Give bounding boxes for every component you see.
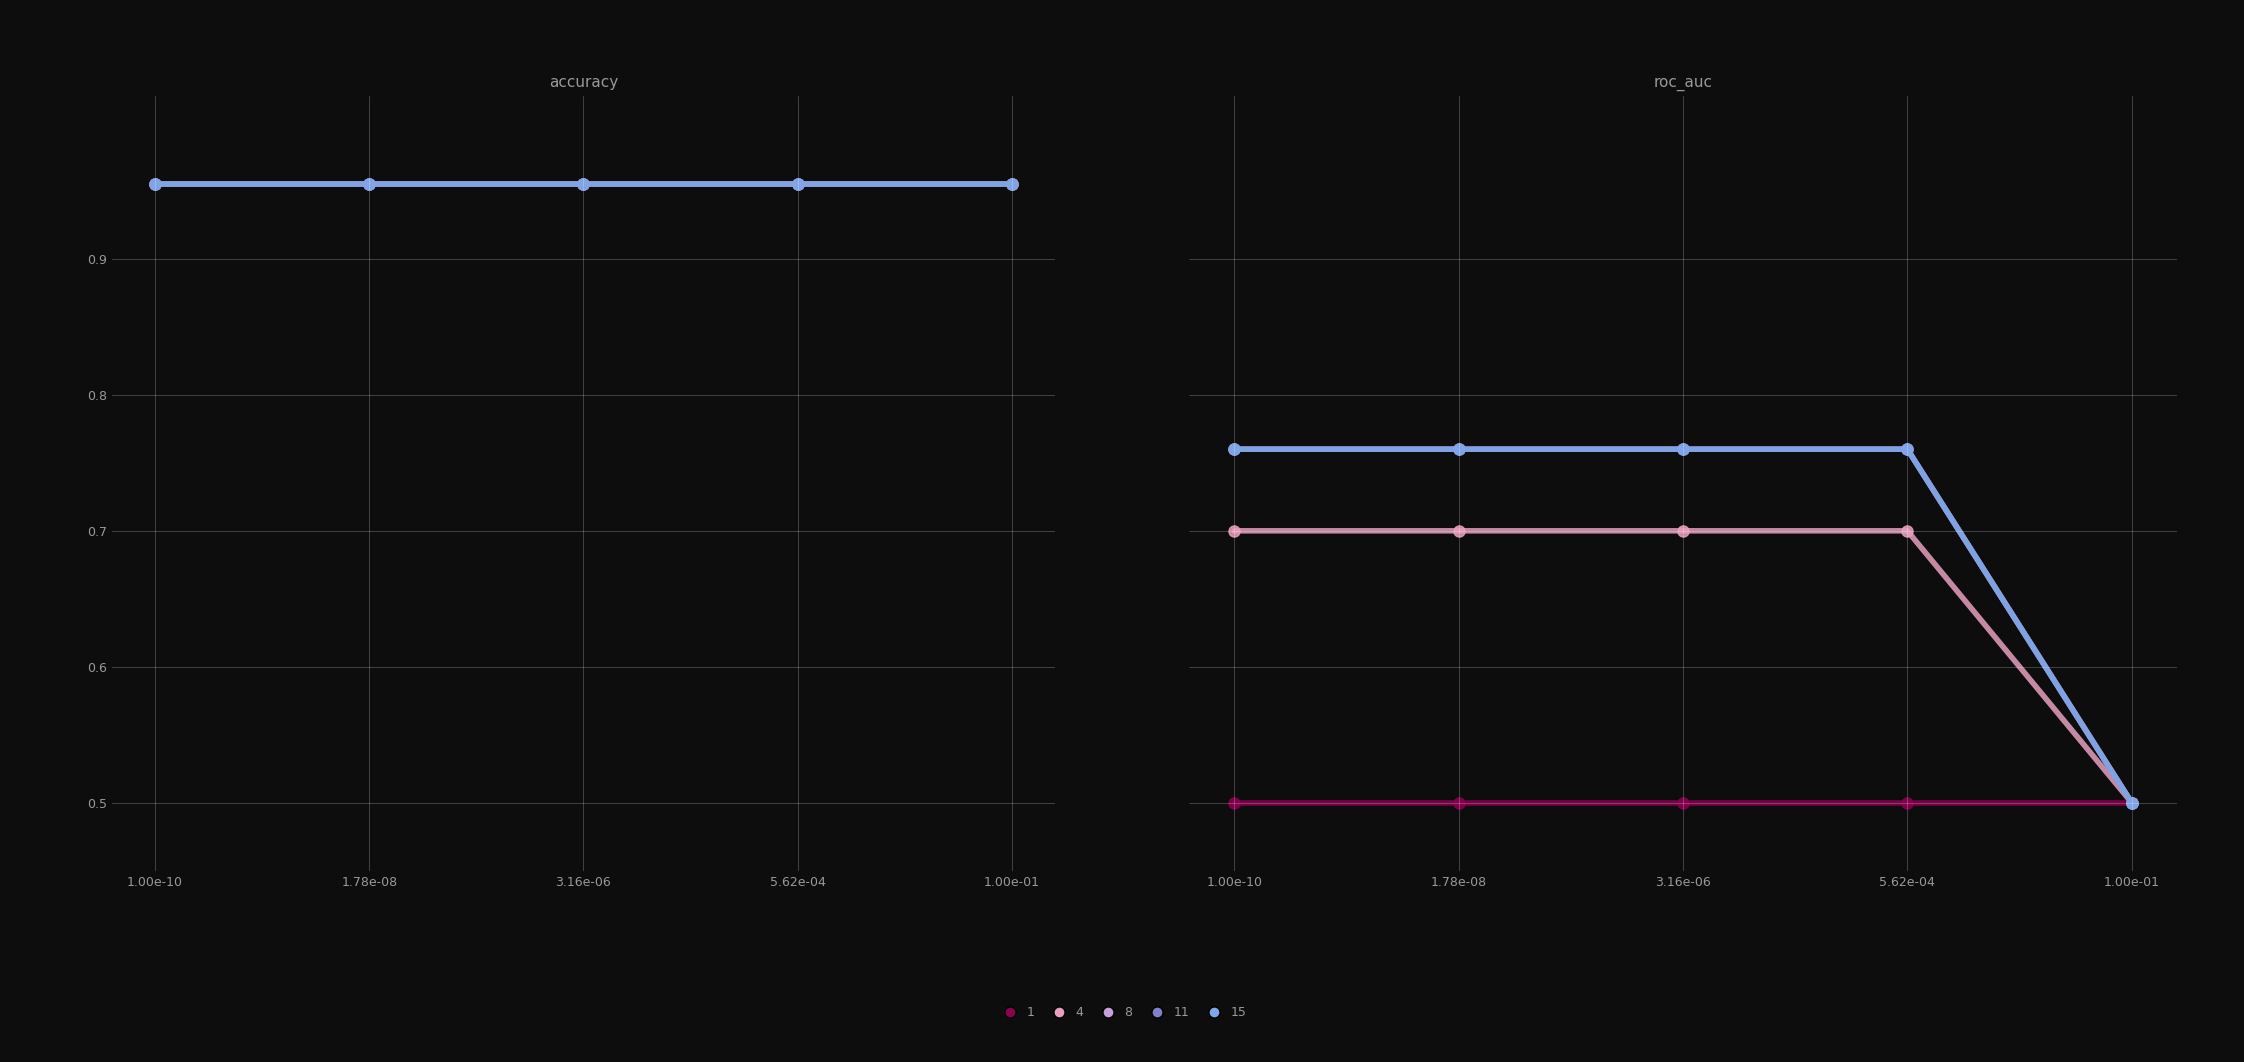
8 xyxy=(357,177,384,190)
1 xyxy=(1894,796,1921,809)
4 xyxy=(1670,525,1696,537)
4 xyxy=(357,177,384,190)
4 xyxy=(1221,525,1248,537)
15 xyxy=(783,177,810,190)
4 xyxy=(2118,796,2145,809)
1 xyxy=(1670,796,1696,809)
1 xyxy=(141,177,168,190)
8 xyxy=(999,177,1026,190)
8 xyxy=(1221,443,1248,456)
Line: 15: 15 xyxy=(1230,444,2136,808)
11 xyxy=(2118,796,2145,809)
11 xyxy=(141,177,168,190)
4 xyxy=(999,177,1026,190)
8 xyxy=(1445,443,1472,456)
1 xyxy=(783,177,810,190)
1 xyxy=(1445,796,1472,809)
Line: 11: 11 xyxy=(1230,444,2136,808)
Line: 8: 8 xyxy=(150,178,1017,189)
11 xyxy=(357,177,384,190)
Line: 1: 1 xyxy=(1230,798,2136,808)
4 xyxy=(141,177,168,190)
11 xyxy=(1221,443,1248,456)
4 xyxy=(1894,525,1921,537)
4 xyxy=(570,177,597,190)
15 xyxy=(570,177,597,190)
Line: 8: 8 xyxy=(1230,444,2136,808)
4 xyxy=(1445,525,1472,537)
1 xyxy=(999,177,1026,190)
15 xyxy=(357,177,384,190)
15 xyxy=(1221,443,1248,456)
15 xyxy=(2118,796,2145,809)
11 xyxy=(1894,443,1921,456)
Line: 4: 4 xyxy=(150,178,1017,189)
8 xyxy=(141,177,168,190)
11 xyxy=(1670,443,1696,456)
8 xyxy=(783,177,810,190)
15 xyxy=(1894,443,1921,456)
8 xyxy=(1670,443,1696,456)
8 xyxy=(2118,796,2145,809)
15 xyxy=(1670,443,1696,456)
1 xyxy=(357,177,384,190)
Line: 15: 15 xyxy=(150,178,1017,189)
Line: 11: 11 xyxy=(150,178,1017,189)
Line: 4: 4 xyxy=(1230,526,2136,808)
Title: accuracy: accuracy xyxy=(550,75,617,90)
15 xyxy=(1445,443,1472,456)
8 xyxy=(570,177,597,190)
8 xyxy=(1894,443,1921,456)
1 xyxy=(2118,796,2145,809)
Line: 1: 1 xyxy=(150,178,1017,189)
11 xyxy=(783,177,810,190)
11 xyxy=(999,177,1026,190)
4 xyxy=(783,177,810,190)
15 xyxy=(999,177,1026,190)
1 xyxy=(570,177,597,190)
1 xyxy=(1221,796,1248,809)
15 xyxy=(141,177,168,190)
Legend: 1, 4, 8, 11, 15: 1, 4, 8, 11, 15 xyxy=(992,1000,1252,1024)
Title: roc_auc: roc_auc xyxy=(1654,76,1712,91)
11 xyxy=(1445,443,1472,456)
11 xyxy=(570,177,597,190)
